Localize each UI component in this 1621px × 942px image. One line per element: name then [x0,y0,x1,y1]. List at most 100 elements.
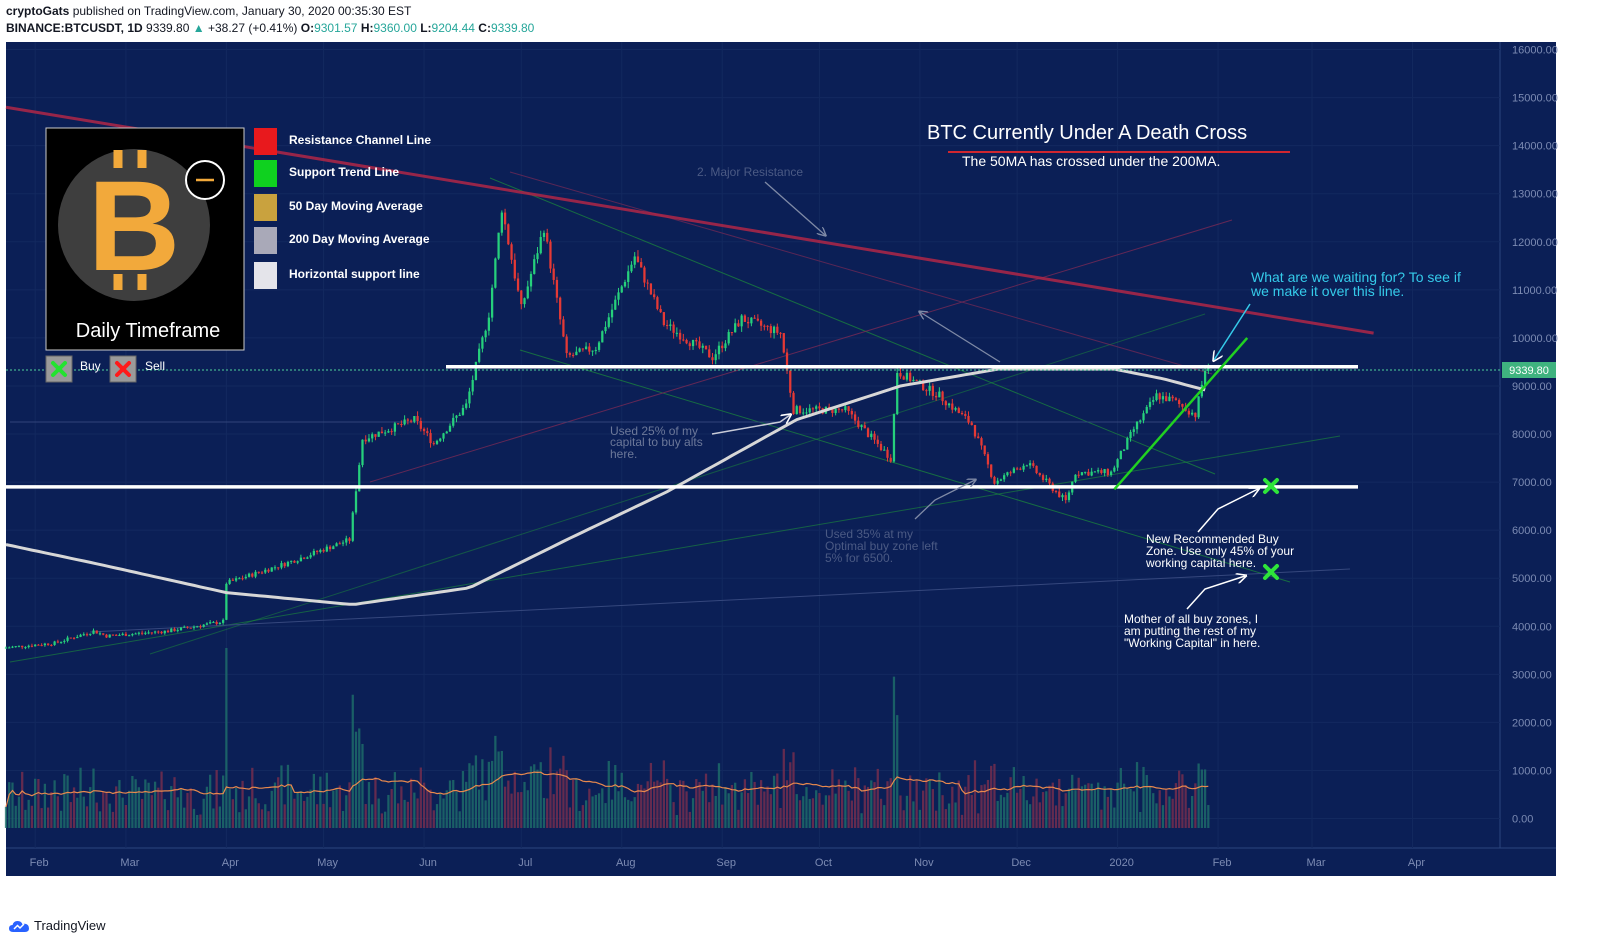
buy-marker-2 [1263,564,1279,580]
candle-body [815,406,818,409]
candle-body [212,621,215,623]
candle-body [808,408,811,413]
volume-bar [494,735,497,828]
volume-bar [348,782,351,828]
candle-body [465,403,468,408]
volume-bar [747,793,750,828]
candle-body [196,626,199,628]
candle-body [630,264,633,272]
volume-bar [669,784,672,828]
candle-body [1012,468,1016,473]
candle-body [1048,478,1051,484]
volume-bar [309,789,312,828]
volume-bar [662,760,666,828]
volume-bar [516,792,520,828]
candle-body [828,406,831,408]
legend-panel: B Daily Timeframe [45,127,245,351]
volume-bar [228,788,231,828]
volume-bar [144,779,147,828]
candle-body [354,491,358,513]
volume-bar [847,790,850,828]
candle-body [322,549,325,552]
volume-bar [11,782,14,828]
volume-bar [798,800,802,828]
time-axis[interactable]: Feb Mar Apr May Jun Jul Aug Sep Oct Nov Dec 2020 Feb… [30,857,1426,869]
volume-bar [1161,805,1165,828]
price-tick-label: 10000.00 [1512,333,1558,345]
candle-body [1019,468,1022,470]
volume-bar [808,798,811,828]
volume-bar [990,765,993,828]
symbol-name[interactable]: BINANCE:BTCUSDT, 1D [6,21,143,35]
volume-bar [740,792,743,828]
ma200-line[interactable] [5,367,1206,606]
candle-body [1113,467,1116,472]
candle-body [973,425,977,437]
volume-bar [85,806,89,828]
candle-body [325,546,328,552]
support-trend-line[interactable] [1113,337,1249,491]
candle-body [303,557,306,559]
volume-bar [221,775,225,828]
volume-bar [374,777,377,828]
candle-body [1074,474,1077,482]
candle-body [27,645,30,648]
volume-bar [695,779,698,828]
candle-body [1003,475,1006,480]
low-label: L: [420,21,432,35]
candle-body [957,408,960,413]
volume-bar [419,767,422,828]
price-tick-label: 13000.00 [1512,189,1558,201]
candle-body [947,403,951,406]
price-chart[interactable]: 2. Major Resistance BTC Currently Under … [0,42,1621,910]
author-name[interactable]: cryptoGats [6,4,70,18]
volume-bar [1158,790,1161,828]
price-tick-label: 16000.00 [1512,45,1558,57]
time-tick-label: May [317,857,338,869]
candle-body [954,408,957,410]
volume-bar [996,800,999,828]
volume-bar [1015,792,1019,828]
candle-body [439,438,442,441]
minus-circle-icon [185,160,225,200]
volume-bar [899,795,902,828]
volume-bar [918,809,922,828]
candle-body [1038,473,1041,476]
candle-body [1106,469,1109,475]
volume-bar [280,765,283,828]
candle-body [714,354,717,361]
volume-bar [529,766,533,828]
candle-body [863,425,866,429]
candle-body [970,422,973,426]
tradingview-footer[interactable]: TradingView [8,918,106,933]
sell-x-icon [115,361,131,377]
candle-body [899,372,902,377]
volume-bar [325,772,328,828]
candle-body [798,406,802,414]
candle-body [636,256,640,263]
volume-bar [422,782,426,828]
volume-bar [500,750,503,828]
volume-bar [358,728,361,828]
candle-body [688,343,691,347]
candle-body [588,346,591,352]
volume-bar [471,765,474,828]
candle-body [708,349,711,358]
candle-body [260,572,264,574]
candle-body [367,438,371,442]
volume-bar [1077,777,1080,828]
volume-bar [711,784,714,828]
volume-bar [118,780,121,828]
candle-body [1174,398,1178,401]
candle-body [915,379,918,381]
price-axis[interactable]: 16000.00 15000.00 14000.00 13000.00 12000.00… [1512,45,1558,826]
candle-body [597,342,601,350]
volume-bar [912,801,915,828]
volume-bar [377,798,380,828]
volume-bar [134,779,137,828]
volume-bar [153,781,157,828]
volume-bar [1152,793,1155,828]
candle-body [879,443,883,451]
candle-body [1109,471,1113,475]
candle-body [176,630,179,632]
